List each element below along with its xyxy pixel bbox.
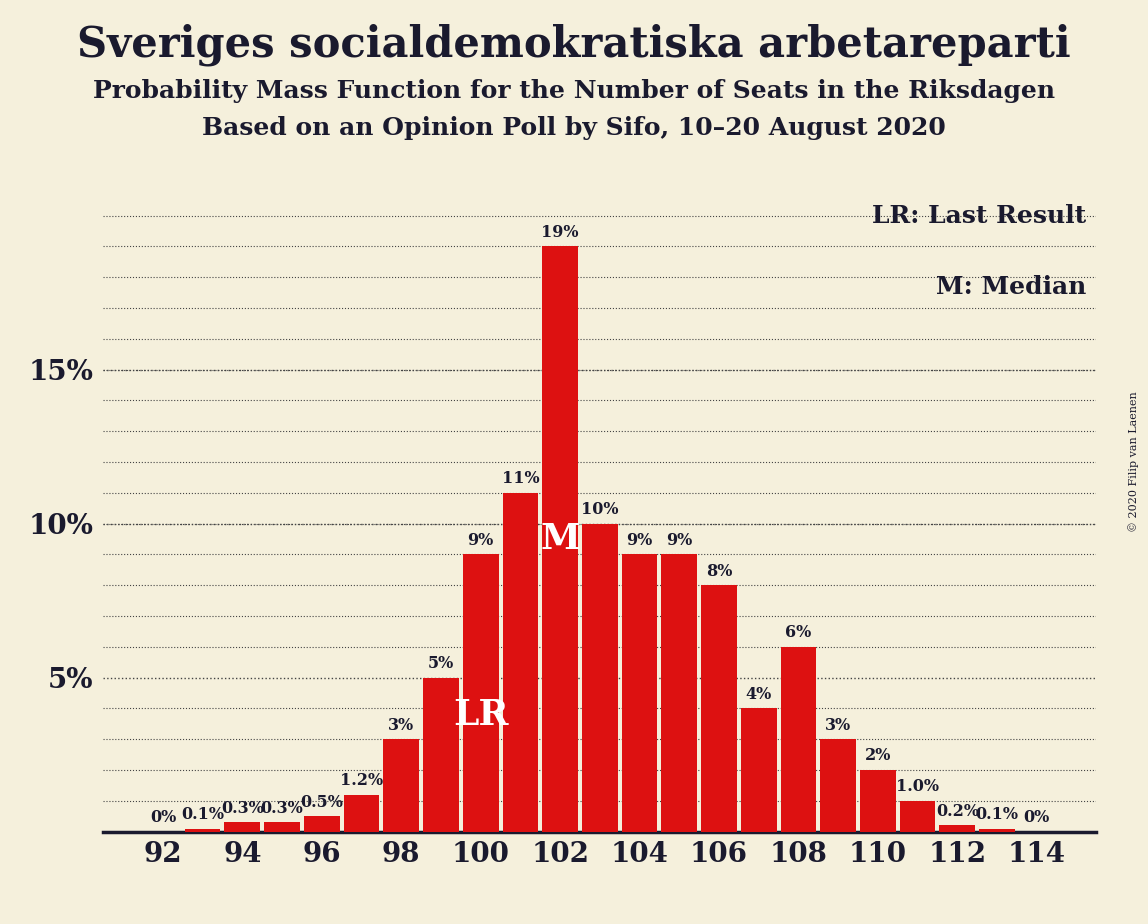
- Bar: [503, 492, 538, 832]
- Text: 1.0%: 1.0%: [897, 778, 939, 796]
- Text: Probability Mass Function for the Number of Seats in the Riksdagen: Probability Mass Function for the Number…: [93, 79, 1055, 103]
- Bar: [264, 822, 300, 832]
- Text: 0%: 0%: [1024, 809, 1050, 826]
- Text: M: Median: M: Median: [936, 275, 1086, 299]
- Bar: [463, 554, 498, 832]
- Text: 0.1%: 0.1%: [181, 806, 224, 823]
- Bar: [661, 554, 697, 832]
- Text: 11%: 11%: [502, 470, 540, 487]
- Bar: [821, 739, 856, 832]
- Bar: [225, 822, 261, 832]
- Bar: [979, 829, 1015, 832]
- Text: 19%: 19%: [542, 224, 579, 241]
- Text: 9%: 9%: [666, 532, 692, 549]
- Text: 4%: 4%: [745, 686, 771, 703]
- Text: © 2020 Filip van Laenen: © 2020 Filip van Laenen: [1128, 392, 1139, 532]
- Bar: [701, 585, 737, 832]
- Bar: [740, 709, 776, 832]
- Bar: [185, 829, 220, 832]
- Bar: [582, 524, 618, 832]
- Bar: [939, 825, 975, 832]
- Text: 3%: 3%: [388, 717, 414, 734]
- Text: 8%: 8%: [706, 563, 732, 579]
- Text: 0.3%: 0.3%: [261, 800, 303, 817]
- Text: Based on an Opinion Poll by Sifo, 10–20 August 2020: Based on an Opinion Poll by Sifo, 10–20 …: [202, 116, 946, 140]
- Bar: [781, 647, 816, 832]
- Text: 6%: 6%: [785, 625, 812, 641]
- Bar: [860, 770, 895, 832]
- Bar: [542, 247, 577, 832]
- Bar: [622, 554, 658, 832]
- Text: 0.2%: 0.2%: [936, 803, 979, 820]
- Text: 10%: 10%: [581, 501, 619, 518]
- Text: M: M: [540, 522, 580, 556]
- Bar: [383, 739, 419, 832]
- Bar: [343, 795, 379, 832]
- Text: 9%: 9%: [467, 532, 494, 549]
- Bar: [900, 801, 936, 832]
- Bar: [424, 677, 459, 832]
- Text: 3%: 3%: [825, 717, 851, 734]
- Text: 0.3%: 0.3%: [220, 800, 264, 817]
- Text: Sveriges socialdemokratiska arbetareparti: Sveriges socialdemokratiska arbetarepart…: [77, 23, 1071, 66]
- Text: 2%: 2%: [864, 748, 891, 764]
- Text: 0.1%: 0.1%: [976, 806, 1018, 823]
- Text: LR: LR: [453, 699, 509, 732]
- Text: 1.2%: 1.2%: [340, 772, 383, 789]
- Text: LR: Last Result: LR: Last Result: [872, 204, 1086, 228]
- Text: 0.5%: 0.5%: [301, 794, 343, 810]
- Bar: [304, 816, 340, 832]
- Text: 9%: 9%: [627, 532, 653, 549]
- Text: 0%: 0%: [149, 809, 176, 826]
- Text: 5%: 5%: [428, 655, 455, 672]
